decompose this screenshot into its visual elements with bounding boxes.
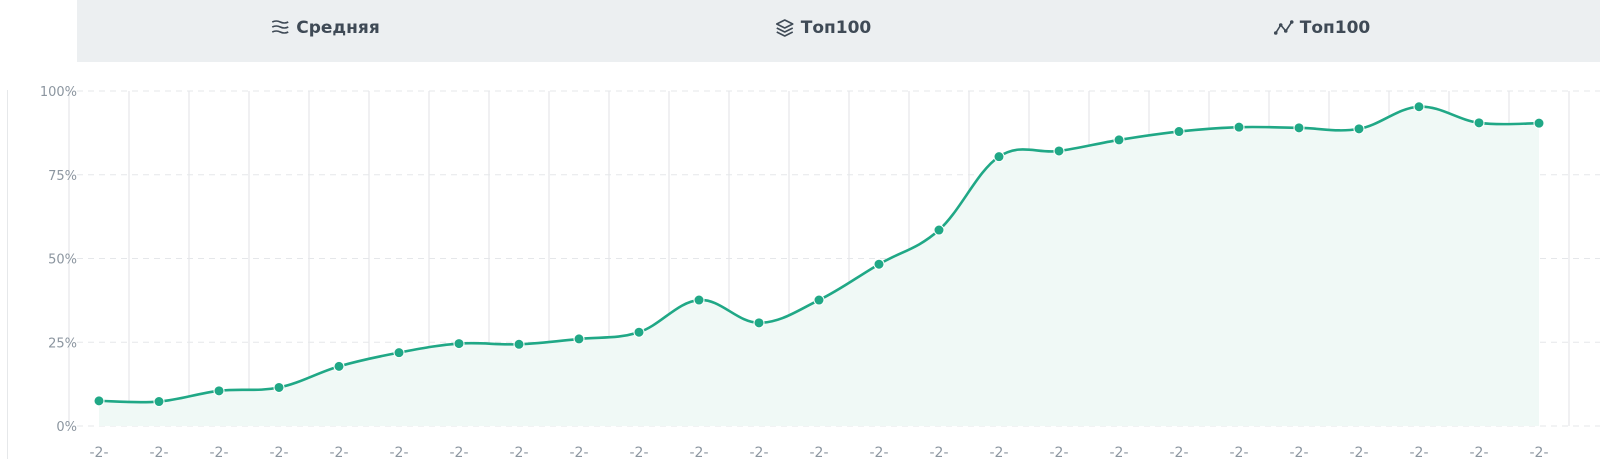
- x-tick-label: -2-: [989, 445, 1008, 459]
- data-point: [213, 385, 225, 397]
- data-point: [333, 360, 345, 372]
- y-tick-label: 0%: [56, 420, 77, 435]
- x-tick-label: -2-: [389, 445, 408, 459]
- x-tick-label: -2-: [1109, 445, 1128, 459]
- x-tick-label: -2-: [1469, 445, 1488, 459]
- x-tick-label: -2-: [1049, 445, 1068, 459]
- data-point: [153, 396, 165, 408]
- data-point: [633, 326, 645, 338]
- data-point: [993, 151, 1005, 163]
- x-tick-label: -2-: [629, 445, 648, 459]
- data-point: [1353, 123, 1365, 135]
- x-tick-label: -2-: [329, 445, 348, 459]
- data-point: [753, 317, 765, 329]
- x-tick-label: -2-: [689, 445, 708, 459]
- data-point: [1173, 126, 1185, 138]
- x-tick-label: -2-: [509, 445, 528, 459]
- data-point: [573, 333, 585, 345]
- x-tick-label: -2-: [749, 445, 768, 459]
- data-point: [1533, 117, 1545, 129]
- x-tick-label: -2-: [569, 445, 588, 459]
- series-area: [99, 106, 1539, 427]
- x-tick-label: -2-: [449, 445, 468, 459]
- data-point: [273, 381, 285, 393]
- data-point: [873, 258, 885, 270]
- line-chart-icon: [1273, 18, 1294, 38]
- x-tick-label: -2-: [149, 445, 168, 459]
- data-point: [453, 338, 465, 350]
- position-share-chart: 0% 25% 50% 75% 100% -2- -2- -2- -2- -2- -2- -2- -2- -…: [40, 85, 1600, 459]
- x-tick-label: -2-: [1169, 445, 1188, 459]
- x-tick-label: -2-: [269, 445, 288, 459]
- x-tick-label: -2-: [209, 445, 228, 459]
- data-point: [933, 224, 945, 236]
- layers-wave-icon: [270, 18, 290, 38]
- x-tick-label: -2-: [1349, 445, 1368, 459]
- x-tick-label: -2-: [1289, 445, 1308, 459]
- x-tick-label: -2-: [869, 445, 888, 459]
- data-point: [1293, 122, 1305, 134]
- x-tick-label: -2-: [809, 445, 828, 459]
- tab-top100-stack-label: Топ100: [800, 18, 872, 38]
- data-point: [1233, 121, 1245, 133]
- data-point: [393, 347, 405, 359]
- tab-average-label: Средняя: [296, 18, 380, 38]
- data-point: [1113, 134, 1125, 146]
- x-tick-label: -2-: [89, 445, 108, 459]
- y-tick-label: 100%: [40, 85, 77, 100]
- y-tick-label: 25%: [48, 336, 77, 351]
- data-point: [513, 338, 525, 350]
- tab-top100-line-label: Топ100: [1299, 18, 1371, 38]
- tab-average[interactable]: Средняя: [270, 0, 380, 56]
- x-tick-label: -2-: [1229, 445, 1248, 459]
- x-tick-label: -2-: [929, 445, 948, 459]
- tab-bar: Средняя Топ100 Топ100: [77, 0, 1600, 62]
- data-point: [1413, 101, 1425, 113]
- y-tick-label: 75%: [48, 169, 77, 184]
- data-point: [93, 395, 105, 407]
- tab-top100-line[interactable]: Топ100: [1273, 0, 1371, 56]
- tab-top100-stack[interactable]: Топ100: [775, 0, 872, 56]
- chart-left-border: [7, 90, 8, 459]
- stack-icon: [775, 18, 795, 38]
- data-point: [693, 294, 705, 306]
- data-point: [813, 294, 825, 306]
- x-tick-label: -2-: [1409, 445, 1428, 459]
- data-point: [1053, 145, 1065, 157]
- y-tick-label: 50%: [48, 253, 77, 268]
- x-tick-label: -2-: [1529, 445, 1548, 459]
- data-point: [1473, 117, 1485, 129]
